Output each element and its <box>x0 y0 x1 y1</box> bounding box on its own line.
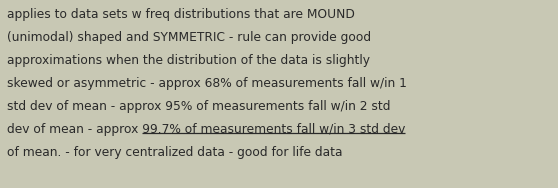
Text: approximations when the distribution of the data is slightly: approximations when the distribution of … <box>7 54 370 67</box>
Text: of mean. - for very centralized data - good for life data: of mean. - for very centralized data - g… <box>7 146 343 159</box>
Text: (unimodal) shaped and SYMMETRIC - rule can provide good: (unimodal) shaped and SYMMETRIC - rule c… <box>7 31 371 44</box>
Text: applies to data sets w freq distributions that are MOUND: applies to data sets w freq distribution… <box>7 8 355 21</box>
Text: dev of mean - approx 99.7% of measurements fall w/in 3 std dev: dev of mean - approx 99.7% of measuremen… <box>7 123 405 136</box>
Text: skewed or asymmetric - approx 68% of measurements fall w/in 1: skewed or asymmetric - approx 68% of mea… <box>7 77 407 90</box>
Text: std dev of mean - approx 95% of measurements fall w/in 2 std: std dev of mean - approx 95% of measurem… <box>7 100 391 113</box>
